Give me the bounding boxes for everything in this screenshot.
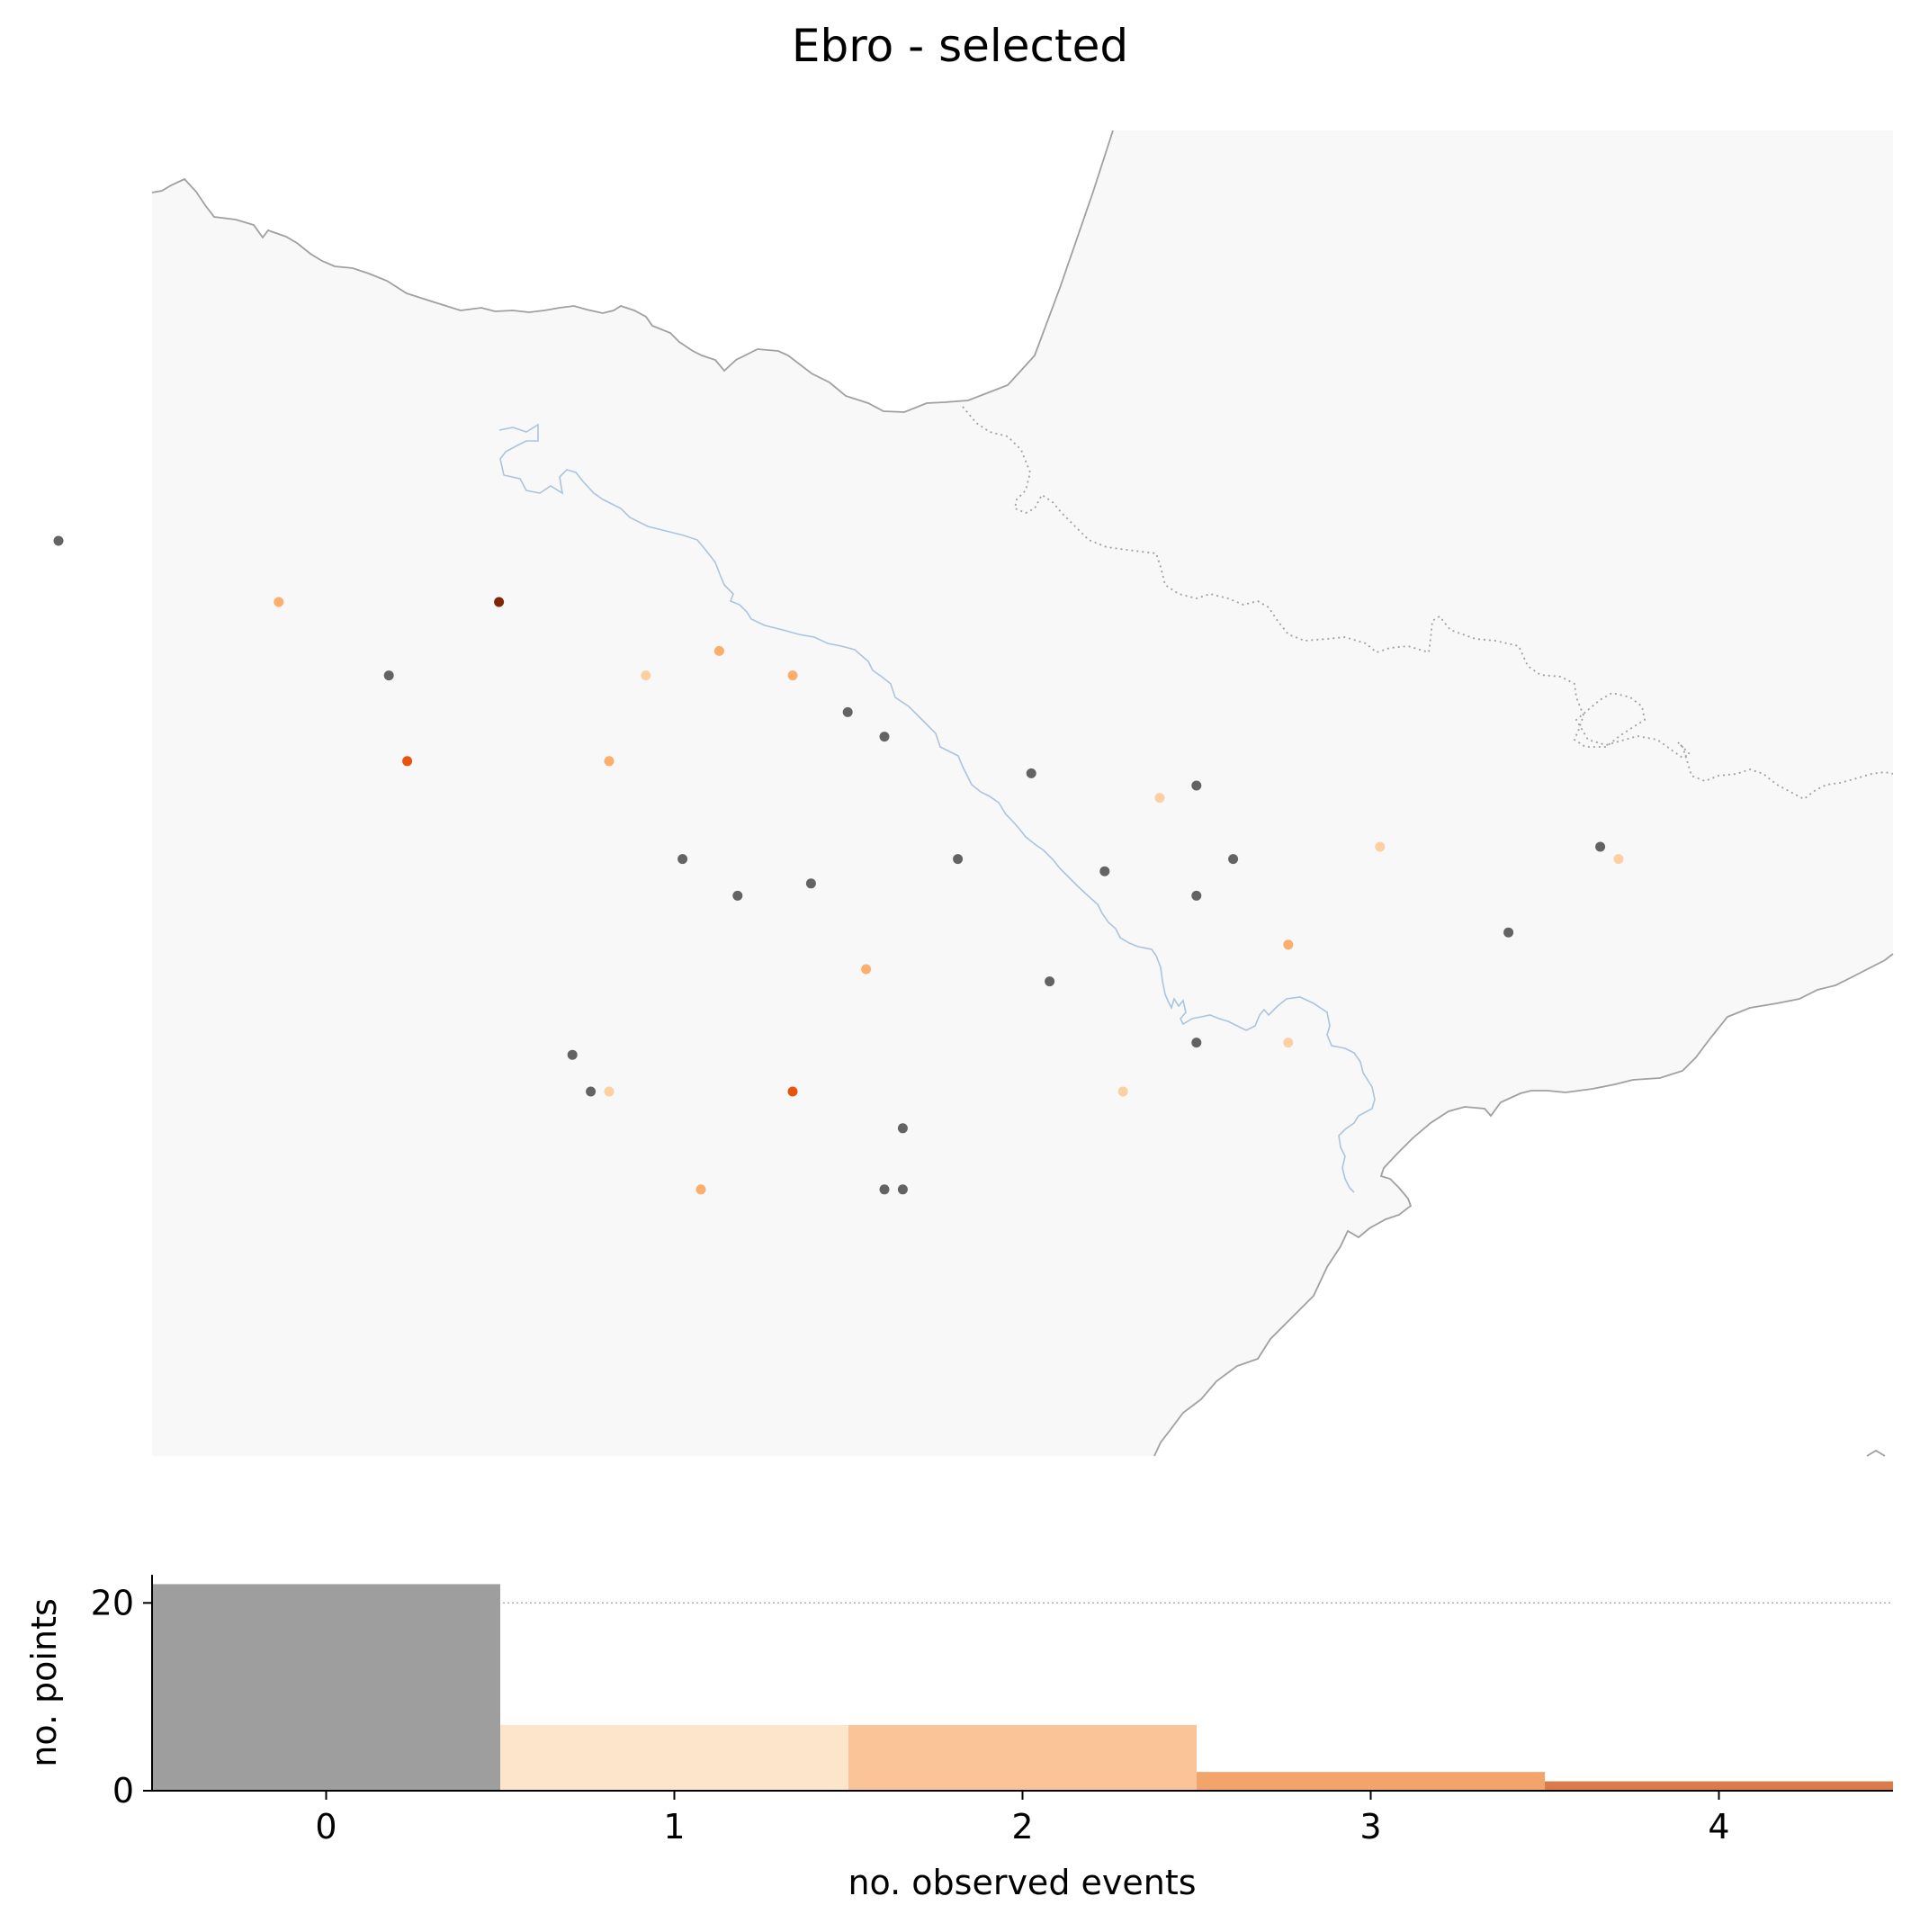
station-point — [1191, 780, 1202, 791]
station-point — [1191, 1038, 1202, 1048]
station-point — [586, 1086, 597, 1097]
histogram-bars — [152, 1584, 1893, 1791]
bay-of-biscay — [152, 130, 1113, 412]
station-point — [1117, 1086, 1128, 1097]
station-point — [1283, 1038, 1294, 1048]
x-tick-labels: 0 1 2 3 4 — [315, 1791, 1730, 1847]
histogram-bar — [1197, 1772, 1545, 1791]
station-point — [1283, 939, 1294, 950]
station-point — [274, 597, 284, 607]
station-point — [732, 890, 743, 901]
ebro-river — [498, 423, 1376, 1193]
station-point — [1503, 927, 1514, 938]
station-point — [1026, 768, 1036, 778]
station-point — [641, 670, 651, 681]
station-point — [1045, 976, 1055, 987]
station-point — [1613, 854, 1624, 865]
y-tick-label: 20 — [91, 1583, 134, 1622]
x-axis-label: no. observed events — [848, 1863, 1196, 1902]
station-point — [1191, 890, 1202, 901]
station-point — [494, 597, 505, 607]
x-tick-label: 1 — [663, 1807, 685, 1847]
station-point — [842, 706, 853, 717]
station-point — [713, 645, 724, 656]
x-tick-label: 2 — [1011, 1807, 1033, 1847]
station-point — [953, 854, 964, 865]
histogram-bar — [848, 1724, 1197, 1791]
station-point — [1595, 841, 1606, 852]
station-point — [861, 964, 872, 975]
coastline — [151, 130, 1894, 1457]
station-points — [53, 535, 1624, 1195]
station-point — [402, 756, 413, 767]
station-point — [1375, 841, 1386, 852]
histogram-bar — [1545, 1781, 1893, 1791]
station-point — [604, 756, 615, 767]
mediterranean-sea — [1154, 954, 1893, 1456]
station-point — [383, 670, 394, 681]
station-point — [787, 670, 798, 681]
histogram-bar — [500, 1724, 848, 1791]
x-tick-label: 4 — [1708, 1807, 1729, 1847]
station-point — [879, 1184, 890, 1195]
station-point — [787, 1086, 798, 1097]
border-line — [962, 406, 1894, 801]
station-point — [677, 854, 688, 865]
station-point — [1099, 866, 1110, 876]
map-panel — [53, 130, 1894, 1457]
histogram-bar — [152, 1584, 500, 1791]
station-point — [879, 732, 890, 742]
station-point — [695, 1184, 706, 1195]
station-point — [567, 1049, 578, 1060]
station-point — [1154, 793, 1165, 804]
figure-title: Ebro - selected — [792, 20, 1128, 72]
station-point — [805, 878, 816, 889]
y-tick-labels: 0 20 — [91, 1583, 152, 1811]
station-point — [604, 1086, 615, 1097]
y-axis-label: no. points — [24, 1598, 64, 1767]
y-tick-label: 0 — [112, 1771, 134, 1811]
station-point — [897, 1123, 908, 1134]
station-point — [53, 535, 64, 546]
x-tick-label: 3 — [1359, 1807, 1381, 1847]
station-point — [897, 1184, 908, 1195]
x-tick-label: 0 — [315, 1807, 336, 1847]
histogram-panel: 0 1 2 3 4 0 20 no. observed events no. points — [24, 1575, 1893, 1902]
station-point — [1228, 854, 1239, 865]
